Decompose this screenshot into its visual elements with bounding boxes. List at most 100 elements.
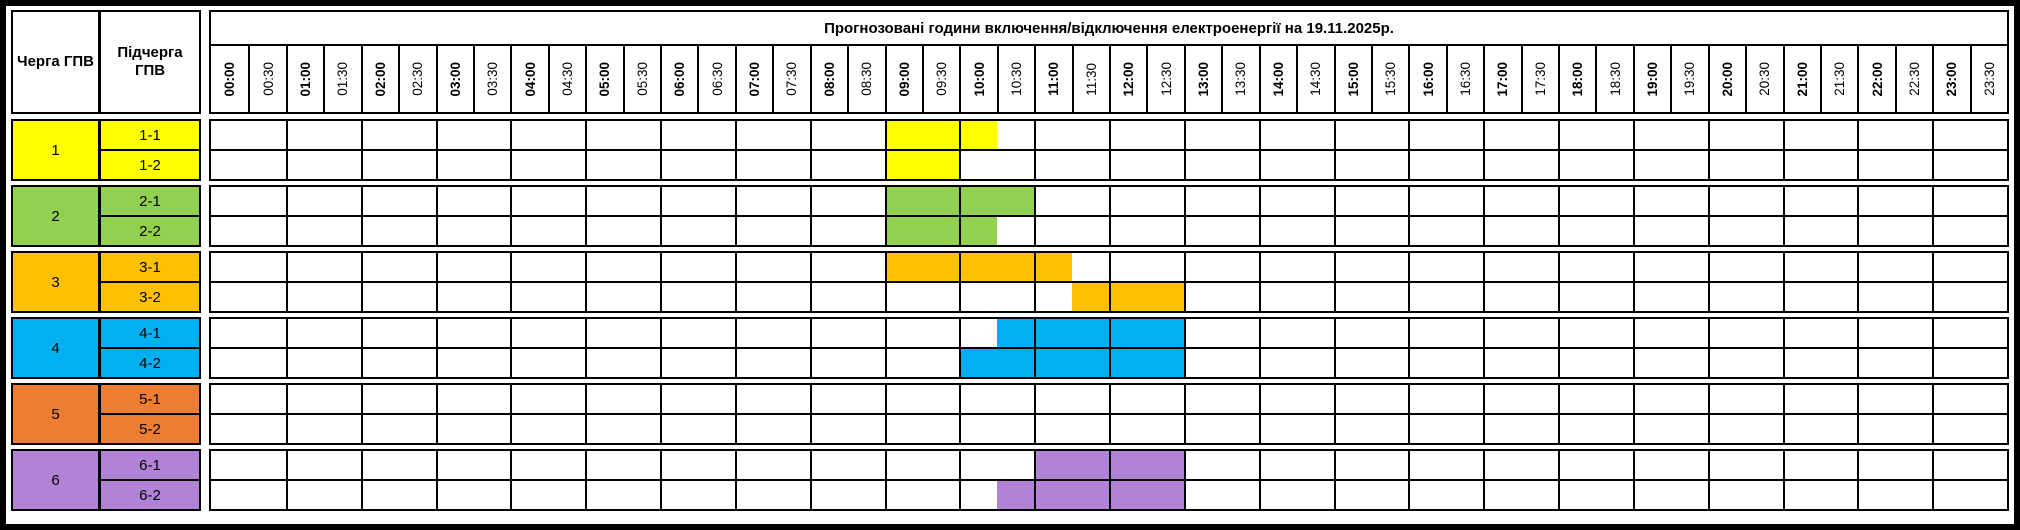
time-slot-cell — [1370, 481, 1409, 509]
time-slot-label: 21:30 — [1832, 62, 1848, 96]
time-slot-label: 06:00 — [672, 61, 688, 97]
time-slot-label: 18:30 — [1607, 62, 1623, 96]
time-slot-cell — [1296, 415, 1334, 443]
time-slot-cell — [211, 415, 249, 443]
time-slot-cell — [1183, 283, 1222, 311]
time-slot-cell — [1034, 217, 1072, 245]
time-slot-cell — [1932, 121, 1970, 149]
time-slot-label: 05:00 — [597, 61, 613, 97]
time-slot-cell — [996, 319, 1035, 347]
time-slot-cell — [1183, 385, 1222, 413]
time-slot-header: 07:30 — [772, 46, 809, 112]
time-slot-cell — [398, 283, 436, 311]
time-slot-cell — [435, 217, 473, 245]
time-slot-cell — [1782, 385, 1820, 413]
time-slot-header: 21:00 — [1782, 46, 1820, 112]
time-slot-cell — [622, 217, 660, 245]
time-slot-cell — [996, 217, 1035, 245]
schedule-row — [211, 481, 2007, 509]
time-slot-cell — [959, 217, 997, 245]
time-slot-cell — [1520, 481, 1558, 509]
time-slot-cell — [323, 319, 361, 347]
time-slot-cell — [884, 217, 922, 245]
time-slot-cell — [1819, 415, 1858, 443]
subqueue-column: 1-1 1-2 — [101, 121, 199, 179]
time-slot-label: 16:30 — [1457, 62, 1473, 96]
time-slot-cell — [585, 481, 623, 509]
time-slot-label: 09:30 — [934, 62, 950, 96]
time-slot-cell — [1445, 151, 1484, 179]
time-slot-cell — [1595, 187, 1633, 215]
time-slot-cell — [1370, 385, 1409, 413]
time-slot-cell — [1857, 349, 1895, 377]
time-slot-header: 02:00 — [360, 46, 398, 112]
time-slot-cell — [1183, 151, 1222, 179]
time-slot-cell — [360, 151, 399, 179]
time-slot-cell — [1819, 451, 1858, 479]
time-slot-cell — [1894, 319, 1933, 347]
time-slot-cell — [1034, 253, 1072, 281]
time-slot-cell — [847, 283, 885, 311]
time-slot-cell — [1445, 319, 1484, 347]
time-slot-cell — [697, 451, 735, 479]
subqueue-label-cell: 5-1 — [101, 385, 199, 415]
time-slot-cell — [1632, 217, 1671, 245]
time-slot-cell — [472, 283, 511, 311]
time-slot-label: 19:00 — [1645, 61, 1661, 97]
time-slot-cell — [1520, 319, 1558, 347]
time-slot-cell — [734, 121, 773, 149]
time-slot-label: 13:30 — [1233, 62, 1249, 96]
schedule-row — [211, 415, 2007, 443]
time-slot-cell — [809, 253, 848, 281]
time-slot-cell — [847, 385, 885, 413]
subqueue-column-header: Підчерга ГПВ — [117, 44, 183, 79]
time-slot-cell — [809, 121, 848, 149]
time-slot-cell — [1183, 319, 1222, 347]
time-slot-cell — [772, 451, 810, 479]
time-slot-cell — [1782, 415, 1820, 443]
time-slot-label: 18:00 — [1570, 61, 1586, 97]
time-slot-cell — [1109, 319, 1147, 347]
time-slot-cell — [996, 385, 1035, 413]
time-slot-cell — [211, 481, 249, 509]
time-slot-cell — [1109, 253, 1147, 281]
time-slot-label: 06:30 — [709, 62, 725, 96]
time-slot-cell — [1146, 187, 1184, 215]
time-slot-cell — [1258, 451, 1297, 479]
time-slot-cell — [660, 319, 698, 347]
time-slot-label: 08:30 — [859, 62, 875, 96]
time-slot-cell — [1109, 415, 1147, 443]
time-slot-cell — [622, 121, 660, 149]
time-slot-cell — [510, 283, 548, 311]
time-slot-cell — [809, 415, 848, 443]
time-slot-cell — [884, 481, 922, 509]
time-slot-cell — [1333, 451, 1371, 479]
time-slot-header: 13:30 — [1221, 46, 1258, 112]
time-slot-label: 10:00 — [971, 61, 987, 97]
time-slot-cell — [435, 385, 473, 413]
time-slot-cell — [809, 481, 848, 509]
time-slot-label: 02:30 — [410, 62, 426, 96]
queue-number-cell: 4 — [13, 319, 101, 377]
time-slot-header: 02:30 — [398, 46, 435, 112]
time-slot-cell — [622, 283, 660, 311]
time-slot-cell — [1109, 217, 1147, 245]
time-slot-label: 04:30 — [559, 62, 575, 96]
time-slot-cell — [472, 121, 511, 149]
time-slot-cell — [360, 217, 399, 245]
time-slot-cell — [1632, 121, 1671, 149]
time-slot-cell — [884, 349, 922, 377]
time-slot-cell — [1745, 415, 1783, 443]
time-slot-cell — [1595, 121, 1633, 149]
time-slot-cell — [660, 151, 698, 179]
time-slot-cell — [1221, 481, 1259, 509]
time-slot-cell — [1296, 121, 1334, 149]
queue-group: 4 4-1 4-2 — [11, 317, 2009, 379]
time-slot-cell — [1071, 415, 1109, 443]
time-slot-cell — [921, 151, 960, 179]
time-slot-cell — [1520, 217, 1558, 245]
time-slot-cell — [1109, 481, 1147, 509]
time-slot-cell — [921, 253, 960, 281]
time-slot-cell — [1071, 217, 1109, 245]
time-slot-cell — [921, 349, 960, 377]
